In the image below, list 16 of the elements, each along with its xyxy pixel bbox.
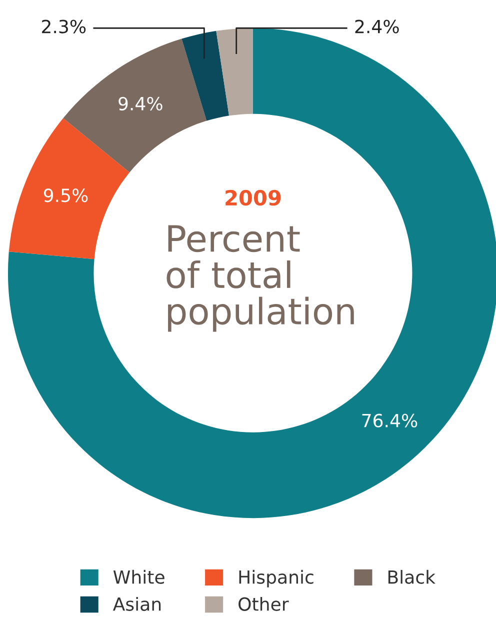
legend-label: White: [113, 570, 164, 584]
text: 2009: [226, 190, 281, 206]
legend-label: Hispanic: [239, 570, 314, 588]
donut-slice: [216, 28, 253, 116]
data-label: 9.4%: [118, 96, 162, 110]
donut-slice: [182, 30, 230, 121]
legend-label: Other: [238, 596, 289, 611]
donut-slice: [8, 118, 130, 260]
data-label: 9.5%: [44, 188, 88, 202]
text: Percent of total population: [166, 225, 354, 332]
donut-slice: [63, 38, 207, 172]
legend-label: Black: [388, 570, 436, 584]
legend-label: Asian: [112, 596, 161, 611]
data-label: 76.4%: [362, 414, 418, 428]
data-label: 2.3%: [42, 20, 86, 34]
data-label: 2.4%: [355, 20, 399, 34]
